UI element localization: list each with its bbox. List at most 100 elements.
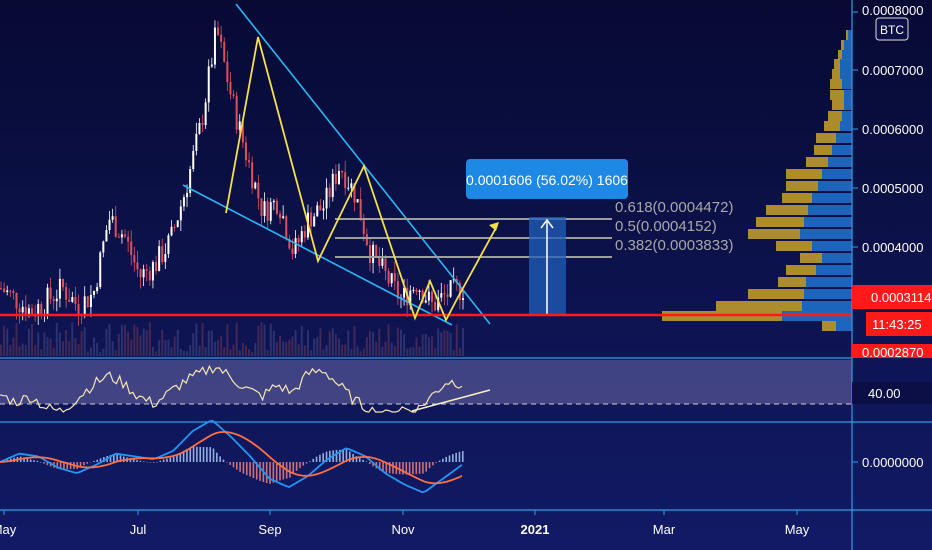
volume-profile-bar	[844, 100, 852, 110]
macd-histogram-bar	[259, 462, 261, 481]
macd-histogram-bar	[312, 458, 315, 462]
volume-bar	[142, 328, 145, 356]
candle-body	[155, 262, 158, 271]
upper-trendline[interactable]	[235, 3, 491, 325]
volume-bar	[151, 346, 154, 356]
current-price-tag[interactable]	[852, 285, 932, 309]
pattern-path[interactable]	[225, 36, 498, 323]
volume-profile-bar	[766, 205, 808, 215]
macd-histogram-bar	[289, 462, 291, 478]
rsi-divergence-line[interactable]	[411, 389, 491, 412]
time-label-2021: 2021	[521, 522, 550, 537]
macd-histogram-bar	[385, 462, 388, 473]
candle-body	[105, 229, 108, 242]
macd-histogram-bar	[425, 462, 428, 472]
volume-bar	[285, 342, 288, 356]
candle-body	[24, 306, 27, 316]
price-tick-label: 0.0007000	[862, 63, 923, 78]
candle-body	[294, 238, 297, 254]
symbol-badge[interactable]	[875, 17, 909, 41]
macd-histogram-bar	[46, 462, 49, 466]
volume-bar	[130, 339, 133, 356]
volume-profile-bar	[848, 30, 852, 40]
macd-histogram-bar	[132, 459, 135, 462]
candle-body	[263, 201, 266, 216]
rsi-pane[interactable]	[0, 357, 932, 423]
candle-body	[0, 288, 2, 290]
volume-bar	[77, 344, 80, 356]
candle-body	[220, 34, 223, 42]
volume-profile-bar	[816, 265, 852, 275]
macd-pane[interactable]	[0, 419, 932, 511]
volume-profile-bar	[832, 100, 844, 110]
volume-bar	[412, 347, 415, 356]
volume-bar	[393, 345, 396, 356]
candle-body	[359, 199, 362, 221]
time-axis[interactable]: May Jul Sep Nov 2021 Mar May	[0, 510, 810, 537]
candle-body	[368, 245, 371, 263]
macd-histogram-bar	[295, 462, 298, 471]
volume-profile-bar	[756, 217, 804, 227]
macd-histogram-bar	[265, 462, 268, 483]
price-pane[interactable]: 0.618(0.0004472) 0.5(0.0004152) 0.382(0.…	[0, 3, 852, 356]
candle-body	[446, 294, 449, 297]
volume-bar	[182, 351, 185, 356]
macd-histogram-bar	[282, 462, 285, 480]
volume-bar	[3, 325, 6, 356]
candle-body	[232, 94, 235, 96]
candle-body	[437, 297, 440, 311]
volume-bar	[275, 342, 278, 356]
candle-body	[266, 201, 269, 221]
candle-body	[18, 308, 21, 313]
volume-bar	[424, 333, 427, 356]
volume-bar	[452, 350, 455, 356]
fib-label-0382: 0.382(0.0003833)	[615, 237, 733, 254]
candle-body	[322, 208, 325, 211]
macd-histogram-bar	[402, 462, 404, 475]
volume-profile-bar	[776, 241, 812, 251]
price-axis[interactable]: 0.0008000 0.0007000 0.0006000 0.0005000 …	[851, 0, 932, 550]
candle-body	[415, 289, 418, 292]
macd-histogram-bar	[255, 462, 258, 480]
volume-bar	[34, 344, 37, 356]
macd-histogram-bar	[23, 457, 25, 462]
volume-bar	[279, 336, 282, 356]
candle-body	[49, 287, 52, 299]
price-tick-label: 0.0005000	[862, 181, 923, 196]
lower-trendline[interactable]	[182, 184, 453, 326]
macd-histogram-bar	[435, 462, 438, 463]
macd-histogram-bar	[172, 456, 175, 462]
macd-histogram-bar	[405, 462, 408, 475]
volume-bar	[201, 323, 204, 356]
volume-bar	[99, 351, 102, 356]
volume-bar	[303, 345, 306, 356]
volume-profile-bar	[840, 121, 852, 131]
macd-histogram-bar	[309, 461, 311, 462]
candle-body	[31, 308, 34, 316]
volume-profile-bar	[846, 30, 848, 40]
rsi-band	[0, 360, 852, 404]
volume-bar	[170, 347, 173, 356]
volume-bar	[24, 345, 27, 356]
volume-bar	[328, 331, 331, 356]
volume-profile-bar	[834, 59, 840, 69]
volume-bar	[449, 332, 452, 356]
volume-bar	[248, 349, 251, 356]
macd-histogram-bar	[29, 459, 32, 462]
volume-bar	[37, 332, 40, 356]
candle-body	[217, 27, 220, 35]
candle-body	[254, 182, 257, 189]
candle-body	[310, 212, 313, 227]
candle-body	[418, 290, 421, 292]
macd-histogram-bar	[212, 448, 215, 462]
macd-histogram-bar	[428, 462, 431, 469]
macd-histogram-bar	[418, 462, 421, 474]
candle-body	[462, 298, 464, 300]
volume-profile-bar	[830, 90, 844, 100]
macd-histogram-bar	[99, 458, 102, 462]
macd-histogram-bar	[186, 449, 188, 462]
time-label-mar: Mar	[653, 522, 676, 537]
macd-histogram-bar	[272, 462, 275, 483]
candle-body	[204, 102, 207, 126]
